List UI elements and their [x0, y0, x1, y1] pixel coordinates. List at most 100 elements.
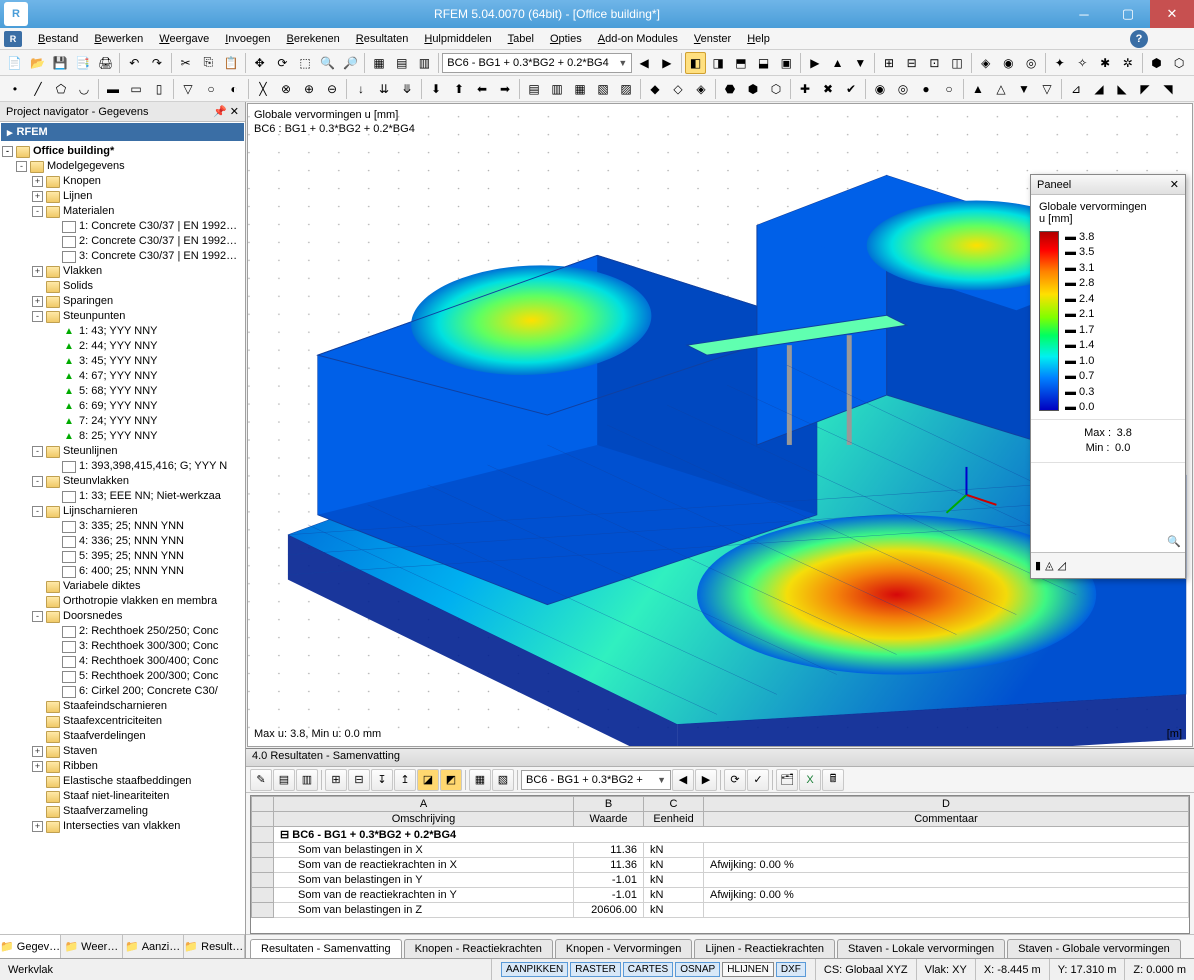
tree-item[interactable]: Staafeindscharnieren [0, 699, 245, 714]
poly-icon[interactable]: ⬠ [50, 78, 72, 100]
m17-icon[interactable]: ◆ [644, 78, 666, 100]
m14-icon[interactable]: ▦ [569, 78, 591, 100]
loadcase-combo[interactable]: BC6 - BG1 + 0.3*BG2 + 0.2*BG4 ▼ [442, 53, 632, 73]
m16-icon[interactable]: ▨ [615, 78, 637, 100]
m30-icon[interactable]: ▲ [967, 78, 989, 100]
m6-icon[interactable]: ⇊ [373, 78, 395, 100]
m26-icon[interactable]: ◉ [869, 78, 891, 100]
status-toggle-osnap[interactable]: OSNAP [675, 962, 720, 977]
tb-h-icon[interactable]: ◉ [998, 52, 1020, 74]
tree-item[interactable]: 2: Rechthoek 250/250; Conc [0, 624, 245, 639]
prev-lc-icon[interactable]: ◀ [633, 52, 655, 74]
results-tab[interactable]: Staven - Globale vervormingen [1007, 939, 1181, 958]
menu-resultaten[interactable]: Resultaten [348, 31, 417, 47]
rt-g-icon[interactable]: ◪ [417, 769, 439, 791]
tree-item[interactable]: +Staven [0, 744, 245, 759]
tree-item[interactable]: -Steunlijnen [0, 444, 245, 459]
tree-item[interactable]: +Knopen [0, 174, 245, 189]
tree-item[interactable]: +Vlakken [0, 264, 245, 279]
find-icon[interactable]: 🔍 [317, 52, 339, 74]
arc-icon[interactable]: ◡ [73, 78, 95, 100]
menu-weergave[interactable]: Weergave [151, 31, 217, 47]
m23-icon[interactable]: ✚ [794, 78, 816, 100]
tb-j-icon[interactable]: ✦ [1049, 52, 1071, 74]
results-tab[interactable]: Knopen - Vervormingen [555, 939, 693, 958]
tree-item[interactable]: 3: Concrete C30/37 | EN 1992… [0, 249, 245, 264]
m9-icon[interactable]: ⬆ [448, 78, 470, 100]
rt-f-icon[interactable]: ↥ [394, 769, 416, 791]
menu-opties[interactable]: Opties [542, 31, 590, 47]
rt-b-icon[interactable]: ▥ [296, 769, 318, 791]
tree-item[interactable]: 4: 336; 25; NNN YNN [0, 534, 245, 549]
menu-bewerken[interactable]: Bewerken [86, 31, 151, 47]
tree-item[interactable]: ▲5: 68; YYY NNY [0, 384, 245, 399]
tb-a-icon[interactable]: ▲ [827, 52, 849, 74]
results-combo[interactable]: BC6 - BG1 + 0.3*BG2 +▼ [521, 770, 671, 790]
res5-icon[interactable]: ▣ [775, 52, 797, 74]
tb-e-icon[interactable]: ⊡ [924, 52, 946, 74]
tree-item[interactable]: -Materialen [0, 204, 245, 219]
tree-item[interactable]: 6: 400; 25; NNN YNN [0, 564, 245, 579]
results-table[interactable]: ABCDOmschrijvingWaardeEenheidCommentaar⊟… [250, 795, 1190, 934]
tree-item[interactable]: Staafverzameling [0, 804, 245, 819]
nav-tree[interactable]: - Office building* -Modelgegevens+Knopen… [0, 142, 245, 934]
res3-icon[interactable]: ⬒ [730, 52, 752, 74]
select-icon[interactable]: ⬚ [294, 52, 316, 74]
node-icon[interactable]: • [4, 78, 26, 100]
m28-icon[interactable]: ● [915, 78, 937, 100]
viewport-3d[interactable]: Globale vervormingen u [mm] BC6 : BG1 + … [247, 103, 1193, 747]
tree-item[interactable]: +Ribben [0, 759, 245, 774]
m18-icon[interactable]: ◇ [667, 78, 689, 100]
menu-venster[interactable]: Venster [686, 31, 739, 47]
status-toggle-dxf[interactable]: DXF [776, 962, 806, 977]
release-icon[interactable]: ◐ [223, 78, 245, 100]
tree-item[interactable]: -Lijnscharnieren [0, 504, 245, 519]
m5-icon[interactable]: ↓ [350, 78, 372, 100]
tree-item[interactable]: Variabele diktes [0, 579, 245, 594]
m1-icon[interactable]: ╳ [252, 78, 274, 100]
tree-item[interactable]: -Doorsnedes [0, 609, 245, 624]
tree-item[interactable]: 6: Cirkel 200; Concrete C30/ [0, 684, 245, 699]
nav-tab[interactable]: 📁Weer… [61, 935, 122, 958]
panel-tab2-icon[interactable]: ◬ [1045, 559, 1053, 572]
project-node[interactable]: - Office building* [0, 144, 245, 159]
tree-item[interactable]: +Intersecties van vlakken [0, 819, 245, 834]
rt-k-icon[interactable]: ⟳ [724, 769, 746, 791]
results-icon[interactable]: ◧ [685, 52, 707, 74]
view1-icon[interactable]: ▦ [368, 52, 390, 74]
tree-item[interactable]: Staaf niet-lineariteiten [0, 789, 245, 804]
rt-edit-icon[interactable]: ✎ [250, 769, 272, 791]
status-toggle-raster[interactable]: RASTER [570, 962, 621, 977]
next-lc-icon[interactable]: ▶ [656, 52, 678, 74]
m34-icon[interactable]: ⊿ [1065, 78, 1087, 100]
tb-i-icon[interactable]: ◎ [1020, 52, 1042, 74]
copy-icon[interactable]: ⎘ [197, 52, 219, 74]
rt-e-icon[interactable]: ↧ [371, 769, 393, 791]
tree-item[interactable]: Solids [0, 279, 245, 294]
help-icon[interactable]: ? [1130, 30, 1148, 48]
open-icon[interactable]: 📂 [27, 52, 49, 74]
panel-tab1-icon[interactable]: ▮ [1035, 559, 1041, 572]
res4-icon[interactable]: ⬓ [753, 52, 775, 74]
tree-item[interactable]: +Lijnen [0, 189, 245, 204]
rt-d-icon[interactable]: ⊟ [348, 769, 370, 791]
nav-root[interactable]: ▸RFEM [1, 123, 244, 141]
status-toggle-aanpikken[interactable]: AANPIKKEN [501, 962, 568, 977]
print-icon[interactable]: 🖨 [95, 52, 117, 74]
m37-icon[interactable]: ◤ [1134, 78, 1156, 100]
sup-icon[interactable]: ▽ [177, 78, 199, 100]
panel-close-icon[interactable]: ✕ [1170, 178, 1179, 191]
nav-tab[interactable]: 📁Gegev… [0, 935, 61, 958]
maximize-button[interactable]: ▢ [1106, 0, 1150, 28]
surf-icon[interactable]: ▭ [125, 78, 147, 100]
saveall-icon[interactable]: 📑 [72, 52, 94, 74]
status-toggle-hlijnen[interactable]: HLIJNEN [722, 962, 774, 977]
m12-icon[interactable]: ▤ [523, 78, 545, 100]
close-button[interactable]: ✕ [1150, 0, 1194, 28]
tree-item[interactable]: ▲7: 24; YYY NNY [0, 414, 245, 429]
menu-add-on modules[interactable]: Add-on Modules [590, 31, 686, 47]
m31-icon[interactable]: △ [990, 78, 1012, 100]
m22-icon[interactable]: ⬡ [765, 78, 787, 100]
status-toggle-cartes[interactable]: CARTES [623, 962, 673, 977]
rt-i-icon[interactable]: ▦ [469, 769, 491, 791]
